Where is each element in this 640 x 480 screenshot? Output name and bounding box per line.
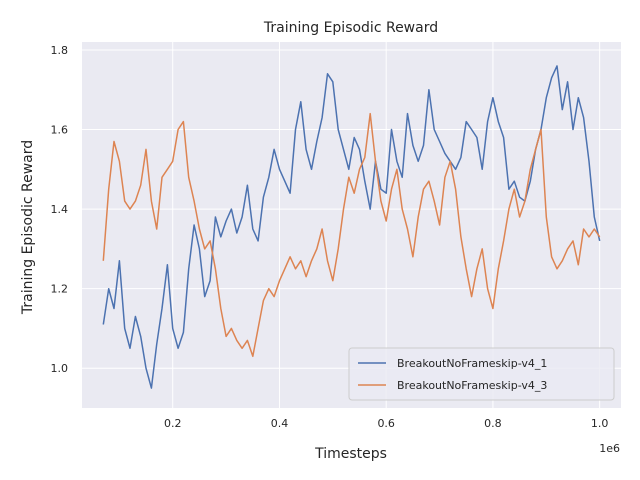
x-tick-label: 1.0 (591, 417, 609, 430)
x-axis-label: Timesteps (314, 446, 387, 462)
y-axis-label: Training Episodic Reward (20, 140, 36, 315)
legend: BreakoutNoFrameskip-v4_1 BreakoutNoFrames… (348, 347, 615, 401)
ticks: 0.2 0.4 0.6 0.8 1.0 1.0 1.2 1.4 1.6 1.8 (51, 44, 609, 430)
x-tick-label: 0.6 (377, 417, 395, 430)
series-line-1 (102, 65, 601, 389)
y-tick-label: 1.2 (51, 283, 69, 296)
y-tick-label: 1.8 (51, 44, 69, 57)
series-layer (102, 65, 601, 389)
y-tick-label: 1.0 (51, 362, 69, 375)
y-tick-label: 1.6 (51, 124, 69, 137)
chart-title: Training Episodic Reward (263, 20, 438, 36)
series-line-2 (102, 112, 601, 358)
plot-area (82, 42, 621, 408)
legend-label-2: BreakoutNoFrameskip-v4_3 (397, 379, 547, 392)
x-axis-offset-label: 1e6 (599, 442, 620, 455)
legend-label-1: BreakoutNoFrameskip-v4_1 (397, 357, 547, 370)
y-tick-label: 1.4 (51, 203, 69, 216)
x-tick-label: 0.8 (484, 417, 502, 430)
x-tick-label: 0.4 (271, 417, 289, 430)
grid (82, 42, 621, 408)
x-tick-label: 0.2 (164, 417, 182, 430)
legend-box (348, 347, 615, 401)
